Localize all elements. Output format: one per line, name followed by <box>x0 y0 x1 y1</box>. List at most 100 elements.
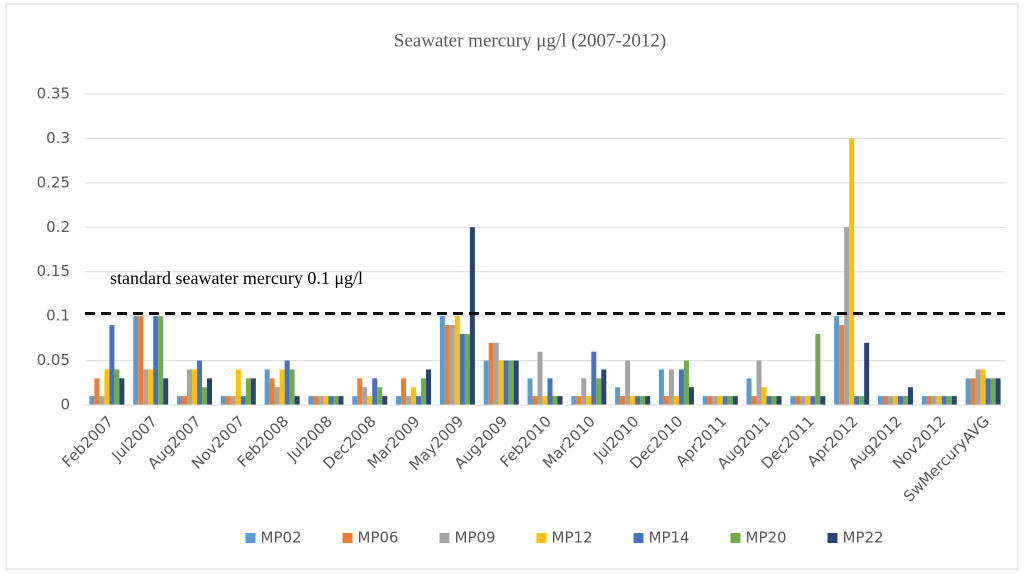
bar <box>328 396 334 405</box>
bar <box>926 396 932 405</box>
bar <box>532 396 538 405</box>
bar <box>163 378 169 405</box>
bar <box>426 369 432 405</box>
bar <box>377 387 383 405</box>
bar <box>411 387 417 405</box>
bar <box>941 396 947 405</box>
bar <box>645 396 651 405</box>
bar <box>980 369 986 405</box>
bar <box>153 316 159 405</box>
bar <box>839 325 845 405</box>
bar <box>630 396 636 405</box>
bar <box>805 396 811 405</box>
bar <box>527 378 533 405</box>
bar <box>601 369 607 405</box>
bar <box>902 396 908 405</box>
bar <box>985 378 991 405</box>
y-tick-label: 0.05 <box>37 351 70 369</box>
bar <box>625 360 631 405</box>
bar <box>245 378 251 405</box>
legend-swatch <box>730 533 741 543</box>
bar <box>352 396 358 405</box>
bar <box>557 396 563 405</box>
bar <box>158 316 164 405</box>
bar <box>323 396 329 405</box>
bar <box>795 396 801 405</box>
y-tick-label: 0.35 <box>37 85 70 103</box>
legend-label: MP06 <box>358 529 399 547</box>
bar <box>488 342 494 405</box>
bar <box>372 378 378 405</box>
bar <box>143 369 149 405</box>
bar <box>338 396 344 405</box>
bar <box>581 378 587 405</box>
bar <box>357 378 363 405</box>
bar <box>732 396 738 405</box>
bar <box>197 360 203 405</box>
bar <box>459 333 465 405</box>
bar <box>640 396 646 405</box>
bar <box>663 396 669 405</box>
bar <box>596 378 602 405</box>
bar <box>503 360 509 405</box>
bar <box>454 316 460 405</box>
y-tick-label: 0.15 <box>37 262 70 280</box>
bar <box>877 396 883 405</box>
legend-label: MP20 <box>746 529 787 547</box>
legend-swatch <box>827 533 838 543</box>
bar <box>483 360 489 405</box>
bar <box>897 396 903 405</box>
y-tick-label: 0.1 <box>46 307 70 325</box>
bar <box>109 325 115 405</box>
bar <box>119 378 125 405</box>
bar <box>776 396 782 405</box>
bar <box>99 396 105 405</box>
bar <box>449 325 455 405</box>
bar <box>207 378 213 405</box>
annotation: standard seawater mercury 0.1 μg/l <box>110 268 363 288</box>
bar <box>202 387 208 405</box>
bar <box>859 396 865 405</box>
bar <box>114 369 120 405</box>
legend-label: MP22 <box>843 529 884 547</box>
bar <box>907 387 913 405</box>
bar <box>508 360 514 405</box>
bar <box>882 396 888 405</box>
bar <box>318 396 324 405</box>
bar <box>854 396 860 405</box>
bar <box>761 387 767 405</box>
bar <box>406 396 412 405</box>
bar <box>668 369 674 405</box>
bar <box>810 396 816 405</box>
bar <box>250 378 256 405</box>
bar <box>751 396 757 405</box>
y-tick-label: 0.25 <box>37 173 70 191</box>
bar <box>635 396 641 405</box>
bar <box>965 378 971 405</box>
bar <box>264 369 270 405</box>
bar <box>382 396 388 405</box>
bar <box>615 387 621 405</box>
bar <box>513 360 519 405</box>
bar <box>94 378 100 405</box>
bar <box>240 396 246 405</box>
legend-swatch <box>439 533 450 543</box>
bar <box>683 360 689 405</box>
bar <box>333 396 339 405</box>
bar <box>620 396 626 405</box>
bar <box>887 396 893 405</box>
bar <box>133 316 139 405</box>
bar <box>225 396 231 405</box>
bar <box>401 378 407 405</box>
bar <box>279 369 285 405</box>
bar <box>921 396 927 405</box>
bar <box>220 396 226 405</box>
bar <box>746 378 752 405</box>
bar <box>717 396 723 405</box>
bar <box>864 342 870 405</box>
bar <box>849 138 855 405</box>
bar <box>800 396 806 405</box>
bar <box>892 396 898 405</box>
bar <box>688 387 694 405</box>
bar <box>931 396 937 405</box>
